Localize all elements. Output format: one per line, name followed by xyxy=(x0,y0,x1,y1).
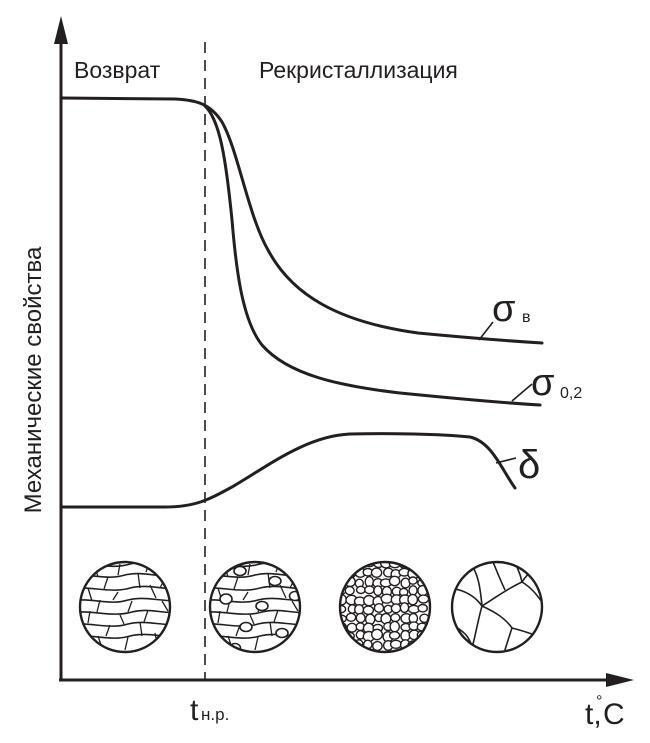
fine-grain-cell xyxy=(418,568,430,580)
fine-grain-cell xyxy=(340,632,348,641)
fine-grain-cell xyxy=(340,566,347,579)
sigma-02-subscript: 0,2 xyxy=(560,385,582,402)
leader-delta xyxy=(495,457,517,464)
fine-grain-cell xyxy=(417,594,430,604)
y-axis-arrow xyxy=(54,16,68,44)
curve-delta xyxy=(60,432,517,509)
fine-grain-cell xyxy=(390,603,402,614)
fine-grain-cell xyxy=(364,585,375,595)
property-curves xyxy=(60,96,544,509)
microstructure-cold-worked xyxy=(78,560,172,654)
curve-sigma-b xyxy=(60,96,544,345)
fine-grain-cell xyxy=(355,585,366,595)
curve-label-sigma-b: σ в xyxy=(478,288,531,341)
fine-grain-cell xyxy=(388,631,401,640)
curve-sigma-02 xyxy=(203,104,542,407)
microstructure-fine-grained xyxy=(338,560,432,654)
fine-grain-cell xyxy=(344,585,355,596)
fine-grain-cell xyxy=(389,639,402,649)
x-axis-degree: ° xyxy=(596,693,602,710)
fine-grain-cell xyxy=(346,622,358,633)
region-label-recrystallization: Рекристаллизация xyxy=(259,57,458,83)
threshold-main: t xyxy=(190,694,199,727)
curve-label-sigma-02: σ 0,2 xyxy=(511,362,582,404)
fine-grain-cell xyxy=(354,604,365,616)
fine-grain-cell xyxy=(346,641,356,652)
leader-sigma-02 xyxy=(511,383,533,402)
x-axis-symbol: t, xyxy=(585,698,602,731)
leader-sigma-b xyxy=(478,321,494,341)
fine-grain-cell xyxy=(355,612,366,624)
threshold-subscript: н.р. xyxy=(201,705,229,724)
sigma-b-subscript: в xyxy=(522,309,531,326)
y-axis-label: Механические свойства xyxy=(20,246,47,513)
sigma-02-symbol: σ xyxy=(531,362,554,404)
fine-grain-cell xyxy=(388,575,401,587)
x-threshold-label: t н.р. xyxy=(190,694,229,727)
microstructure-coarse-grained xyxy=(450,560,544,654)
fine-grain-cell xyxy=(418,562,428,570)
region-label-recovery: Возврат xyxy=(74,57,161,83)
x-axis-arrow xyxy=(606,673,634,687)
fine-grain-cell xyxy=(371,640,383,652)
fine-grain-cell xyxy=(362,605,375,616)
fine-grain-cell xyxy=(399,602,410,614)
fine-grain-cell xyxy=(340,639,347,650)
sigma-b-symbol: σ xyxy=(492,288,515,330)
fine-grain-cell xyxy=(408,585,418,596)
fine-grain-cell xyxy=(345,612,357,622)
delta-symbol: δ xyxy=(518,443,540,487)
fine-grain-cell xyxy=(390,612,401,623)
fine-grain-cell xyxy=(371,628,384,641)
fine-grain-cell xyxy=(407,593,419,606)
microstructure-nucleation xyxy=(208,560,302,654)
x-axis-label: t, ° C xyxy=(585,693,625,731)
fine-grain-cell xyxy=(373,603,385,614)
curve-label-delta: δ xyxy=(495,443,540,487)
fine-grain-cell xyxy=(345,562,356,570)
fine-grain-cell xyxy=(418,640,429,652)
fine-grain-cell xyxy=(340,562,347,569)
axes xyxy=(54,16,634,687)
x-axis-unit: C xyxy=(603,698,625,731)
fine-grain-cell xyxy=(373,585,383,597)
fine-grain-cell xyxy=(389,620,401,633)
fine-grain-cell xyxy=(370,567,383,579)
fine-grain-cell xyxy=(408,576,418,585)
fine-grain-cell xyxy=(417,603,429,613)
